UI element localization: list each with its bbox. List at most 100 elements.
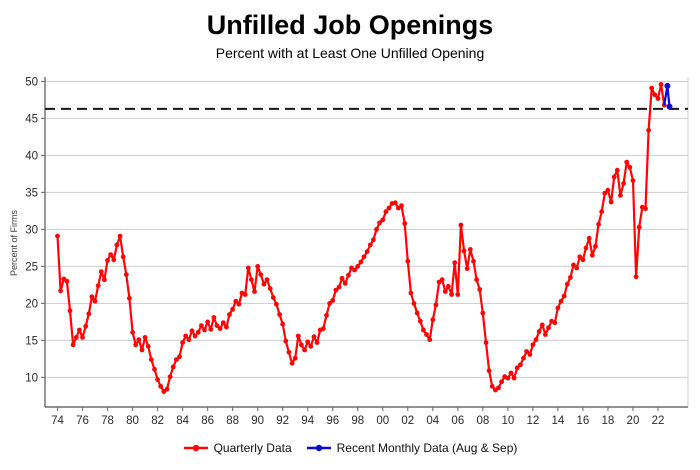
quarterly-data-point: [224, 324, 229, 330]
quarterly-data-point: [77, 327, 82, 333]
quarterly-data-point: [361, 254, 367, 260]
quarterly-data-point: [192, 333, 198, 339]
quarterly-data-point: [574, 265, 580, 271]
quarterly-data-point: [264, 277, 270, 283]
quarterly-data-point: [477, 287, 483, 292]
quarterly-data-point: [593, 244, 598, 249]
quarterly-data-point: [86, 311, 92, 317]
quarterly-data-point: [633, 274, 639, 280]
x-tick-label: 02: [401, 415, 414, 427]
quarterly-data-point: [73, 335, 79, 340]
quarterly-data-point: [589, 252, 595, 258]
quarterly-data-point: [186, 337, 192, 343]
quarterly-data-point: [305, 339, 311, 345]
quarterly-data-point: [414, 310, 420, 316]
quarterly-data-point: [611, 174, 617, 180]
quarterly-data-point: [199, 323, 204, 328]
quarterly-data-point: [614, 167, 620, 173]
quarterly-data-point: [236, 301, 242, 307]
quarterly-data-point: [339, 275, 345, 281]
x-tick-label: 22: [652, 415, 665, 427]
quarterly-data-point: [408, 290, 414, 296]
quarterly-data-point: [233, 298, 239, 304]
monthly-data-point: [664, 82, 671, 89]
quarterly-data-point: [208, 326, 214, 332]
quarterly-data-point: [211, 315, 217, 320]
quarterly-data-point: [58, 288, 63, 294]
quarterly-data-point: [455, 292, 461, 297]
quarterly-data-point: [561, 293, 567, 299]
quarterly-data-point: [295, 333, 301, 339]
quarterly-data-point: [483, 340, 489, 345]
quarterly-data-point: [105, 258, 110, 263]
quarterly-data-point: [524, 349, 529, 354]
quarterly-data-point: [299, 342, 304, 348]
quarterly-data-point: [142, 335, 148, 340]
y-tick-label: 10: [25, 372, 38, 384]
quarterly-data-point: [533, 337, 539, 343]
y-tick-label: 20: [25, 298, 38, 310]
quarterly-data-point: [371, 237, 376, 243]
x-tick-label: 98: [351, 415, 364, 427]
quarterly-data-point: [377, 220, 382, 226]
quarterly-data-point: [655, 96, 661, 101]
page-title: Unfilled Job Openings: [206, 10, 494, 40]
quarterly-data-point: [417, 318, 423, 324]
quarterly-data-point: [261, 281, 267, 287]
quarterly-data-point: [342, 281, 348, 286]
quarterly-data-point: [467, 247, 473, 252]
quarterly-data-point: [83, 323, 89, 329]
quarterly-data-point: [174, 357, 179, 362]
quarterly-data-point: [255, 264, 261, 269]
x-tick-label: 88: [226, 415, 239, 427]
quarterly-data-point: [320, 326, 326, 331]
chart-header: Unfilled Job Openings Percent with at Le…: [0, 10, 700, 61]
x-tick-label: 08: [476, 415, 489, 427]
quarterly-data-point: [286, 349, 292, 355]
y-tick-label: 15: [25, 335, 38, 347]
quarterly-data-point: [496, 385, 501, 391]
quarterly-data-point: [521, 355, 526, 361]
x-tick-label: 86: [201, 415, 214, 427]
quarterly-data-point: [95, 283, 101, 289]
quarterly-data-point: [130, 329, 136, 335]
quarterly-data-point: [552, 320, 558, 326]
quarterly-data-point: [120, 254, 126, 260]
y-tick-label: 35: [25, 187, 38, 199]
quarterly-data-point: [480, 310, 486, 316]
quarterly-data-point: [539, 322, 545, 328]
quarterly-data-point: [92, 298, 98, 304]
quarterly-data-point: [596, 221, 601, 227]
monthly-series-line: [663, 84, 671, 107]
quarterly-data-point: [652, 92, 658, 98]
quarterly-data-point: [70, 342, 76, 348]
quarterly-data-point: [583, 245, 589, 251]
quarterly-data-point: [449, 292, 454, 297]
x-tick-label: 20: [627, 415, 640, 427]
legend-item-quarterly: Quarterly Data: [183, 441, 292, 455]
quarterly-data-point: [139, 347, 145, 353]
quarterly-data-point: [180, 340, 186, 345]
quarterly-data-point: [145, 343, 151, 349]
quarterly-data-point: [586, 235, 592, 241]
quarterly-data-point: [452, 260, 458, 266]
quarterly-data-point: [411, 301, 417, 306]
quarterly-data-point: [511, 375, 517, 381]
quarterly-data-point: [249, 277, 254, 283]
quarterly-data-point: [214, 323, 220, 328]
quarterly-data-point: [424, 332, 429, 337]
quarterly-data-point: [402, 221, 408, 226]
quarterly-data-point: [505, 375, 511, 381]
quarterly-data-point: [333, 287, 339, 293]
quarterly-data-point: [352, 267, 357, 273]
quarterly-data-point: [577, 254, 583, 260]
quarterly-data-point: [167, 374, 173, 380]
quarterly-data-point: [602, 190, 608, 196]
quarterly-data-point: [302, 347, 307, 353]
quarterly-data-point: [618, 193, 623, 198]
quarterly-data-point: [274, 301, 279, 307]
legend-label-monthly: Recent Monthly Data (Aug & Sep): [336, 441, 518, 455]
quarterly-data-point: [442, 289, 448, 294]
quarterly-data-point: [508, 370, 514, 376]
